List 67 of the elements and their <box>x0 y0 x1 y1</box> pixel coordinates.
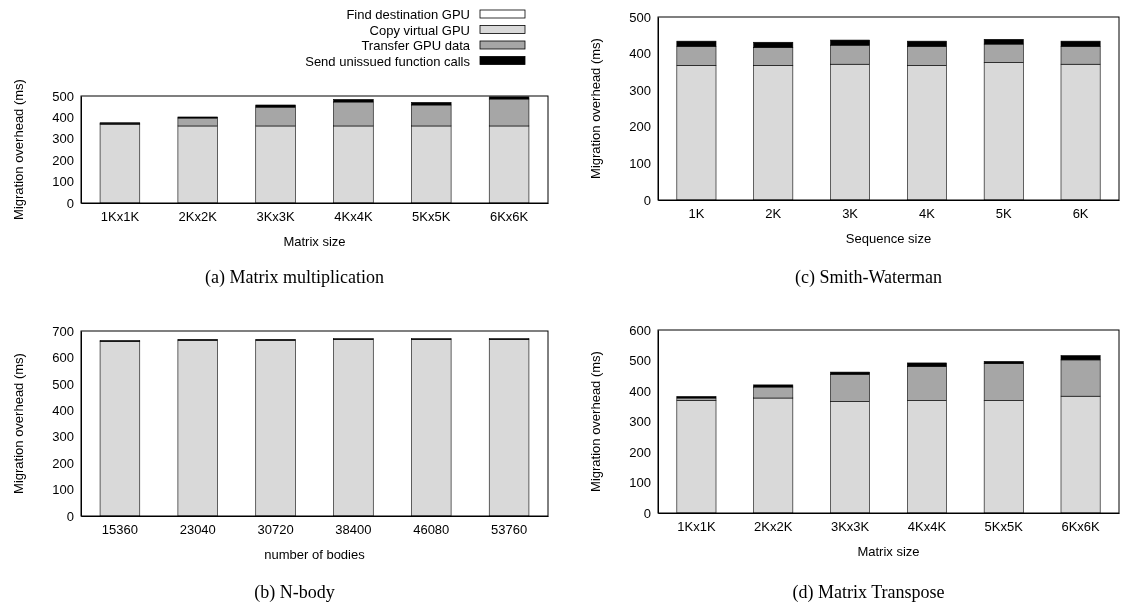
x-axis-title: number of bodies <box>264 547 366 562</box>
text: (a) Matrix multiplication <box>205 267 384 288</box>
y-tick-label: 200 <box>52 152 74 168</box>
x-tick-label: 38400 <box>335 522 372 538</box>
x-tick-label: 4Kx4K <box>334 209 373 225</box>
y-tick-label: 500 <box>52 88 74 104</box>
x-tick-label: 1K <box>688 206 705 222</box>
y-axis-title: Migration overhead (ms) <box>11 79 26 220</box>
x-tick-label: 6K <box>1072 206 1089 222</box>
y-tick-label: 0 <box>66 508 74 524</box>
x-tick-label: 3Kx3K <box>830 519 870 535</box>
y-tick-label: 300 <box>52 131 74 147</box>
legend-label: Transfer GPU data <box>361 38 471 53</box>
y-tick-label: 100 <box>629 156 651 172</box>
y-tick-label: 700 <box>52 323 74 339</box>
y-tick-label: 400 <box>629 383 651 399</box>
x-tick-label: 53760 <box>491 522 528 538</box>
y-tick-label: 100 <box>52 174 74 190</box>
y-tick-label: 400 <box>629 46 651 62</box>
x-tick-label: 5Kx5K <box>412 209 451 225</box>
x-tick-label: 5K <box>995 206 1013 222</box>
x-tick-label: 1Kx1K <box>677 519 716 535</box>
x-tick-label: 23040 <box>179 522 216 538</box>
x-tick-label: 3K <box>842 206 859 222</box>
y-tick-label: 0 <box>643 505 651 521</box>
y-tick-label: 400 <box>52 110 74 126</box>
legend-label: Send unissued function calls <box>305 53 471 69</box>
y-tick-label: 300 <box>629 82 651 98</box>
x-tick-label: 2Kx2K <box>754 519 793 535</box>
x-tick-label: 4K <box>918 206 936 222</box>
y-tick-label: 300 <box>629 414 651 430</box>
y-tick-label: 0 <box>643 192 651 208</box>
y-tick-label: 500 <box>52 376 74 392</box>
y-tick-label: 0 <box>66 195 74 211</box>
x-tick-label: 46080 <box>413 522 450 538</box>
y-tick-label: 600 <box>629 322 651 338</box>
x-axis-title: Matrix size <box>283 234 346 249</box>
x-tick-label: 15360 <box>101 522 138 538</box>
x-tick-label: 1Kx1K <box>100 209 140 225</box>
legend-label: Find destination GPU <box>346 7 470 22</box>
x-tick-label: 2Kx2K <box>178 209 218 225</box>
x-axis-title: Matrix size <box>857 544 920 559</box>
y-axis-title: Migration overhead (ms) <box>588 351 603 492</box>
x-tick-label: 2K <box>765 206 782 222</box>
x-tick-label: 3Kx3K <box>256 209 296 225</box>
x-tick-label: 30720 <box>257 522 294 538</box>
x-tick-label: 5Kx5K <box>984 519 1024 535</box>
y-tick-label: 200 <box>629 119 651 135</box>
text: (d) Matrix Transpose <box>792 582 945 603</box>
x-tick-label: 6Kx6K <box>489 209 529 225</box>
y-tick-label: 100 <box>52 482 74 498</box>
y-tick-label: 600 <box>52 350 74 366</box>
y-tick-label: 400 <box>52 402 74 418</box>
text: (c) Smith-Waterman <box>795 267 942 288</box>
y-axis-title: Migration overhead (ms) <box>11 353 26 494</box>
y-tick-label: 300 <box>52 429 74 445</box>
y-axis-title: Migration overhead (ms) <box>588 38 603 179</box>
x-axis-title: Sequence size <box>845 231 932 246</box>
y-tick-label: 200 <box>629 444 651 460</box>
legend-label: Copy virtual GPU <box>369 22 470 38</box>
y-tick-label: 200 <box>52 455 74 471</box>
y-tick-label: 100 <box>629 475 651 491</box>
y-tick-label: 500 <box>629 9 651 25</box>
y-tick-label: 500 <box>629 353 651 369</box>
text: (b) N-body <box>254 582 335 603</box>
x-tick-label: 4Kx4K <box>907 519 947 535</box>
x-tick-label: 6Kx6K <box>1061 519 1101 535</box>
